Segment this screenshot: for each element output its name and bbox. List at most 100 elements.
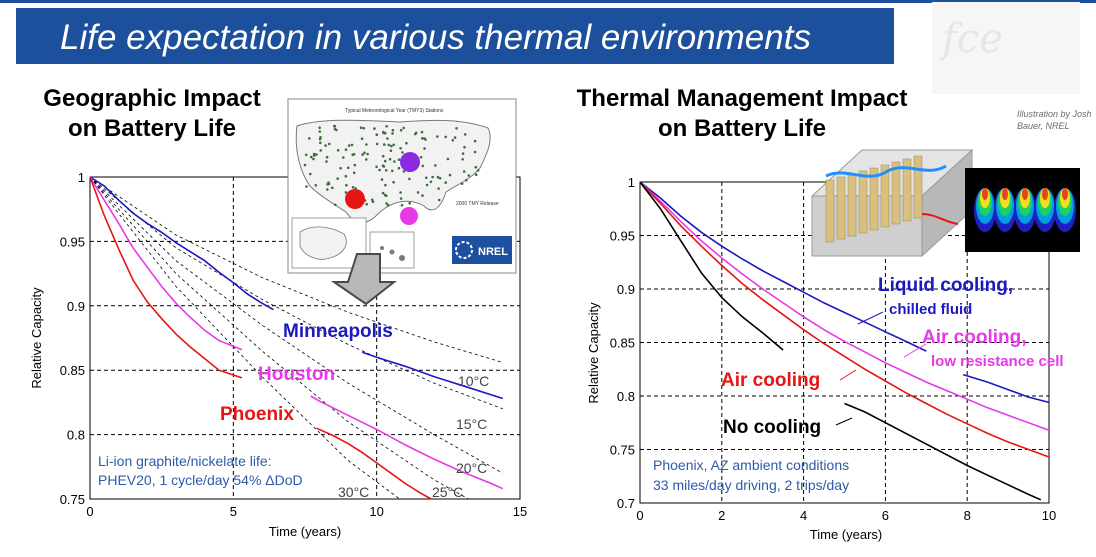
series-line bbox=[639, 181, 1050, 431]
thermal-blob bbox=[1022, 188, 1028, 200]
battery-cell bbox=[902, 158, 912, 222]
station-dot bbox=[334, 203, 337, 207]
liquid-cooling-sublabel: chilled fluid bbox=[889, 301, 972, 318]
station-dot bbox=[385, 202, 388, 205]
station-dot bbox=[391, 169, 394, 173]
station-dot bbox=[385, 125, 388, 128]
no-cooling-label: No cooling bbox=[723, 417, 821, 438]
station-dot bbox=[359, 126, 363, 129]
station-dot bbox=[455, 127, 458, 130]
left-notes-line2: PHEV20, 1 cycle/day 54% ΔDoD bbox=[98, 472, 303, 488]
left-isotherms bbox=[89, 176, 503, 500]
right-notes-line1: Phoenix, AZ ambient conditions bbox=[653, 457, 849, 473]
left-notes-line1: Li-ion graphite/nickelate life: bbox=[98, 453, 272, 469]
title-banner: Life expectation in various thermal envi… bbox=[16, 8, 894, 64]
station-dot bbox=[391, 132, 394, 135]
station-dot bbox=[370, 198, 374, 202]
y-tick-label: 0.85 bbox=[60, 363, 85, 378]
station-dot bbox=[390, 144, 393, 148]
credit-line2: Bauer, NREL bbox=[1017, 121, 1070, 131]
air-cooling-lowres-label: Air cooling, bbox=[922, 327, 1027, 348]
station-dot bbox=[366, 152, 369, 156]
isotherm-line bbox=[89, 176, 469, 500]
x-tick-label: 0 bbox=[636, 508, 643, 523]
station-dot bbox=[319, 141, 322, 145]
station-dot bbox=[336, 177, 340, 180]
station-dot bbox=[414, 132, 417, 136]
station-dot bbox=[397, 166, 401, 170]
station-dot bbox=[463, 145, 466, 149]
station-dot bbox=[420, 130, 424, 134]
station-dot bbox=[375, 133, 379, 136]
station-dot bbox=[399, 128, 403, 132]
station-dot bbox=[383, 159, 387, 163]
left-panel-title: Geographic Impact on Battery Life bbox=[18, 84, 286, 144]
hawaii-island bbox=[380, 246, 384, 250]
series-line bbox=[89, 176, 243, 351]
right-x-axis-label: Time (years) bbox=[810, 527, 882, 542]
isotherm-label: 20°C bbox=[456, 460, 487, 476]
battery-cell bbox=[825, 179, 835, 243]
station-dot bbox=[467, 174, 471, 177]
left-title-line1: Geographic Impact bbox=[43, 85, 261, 112]
station-dot bbox=[423, 147, 426, 150]
left-y-axis-label: Relative Capacity bbox=[29, 287, 44, 389]
station-dot bbox=[309, 172, 312, 176]
minneapolis-label: Minneapolis bbox=[283, 321, 393, 342]
station-dot bbox=[339, 166, 342, 170]
alaska-shape bbox=[299, 226, 347, 260]
hawaii-island bbox=[399, 255, 405, 261]
logo: fce bbox=[932, 2, 1080, 94]
station-dot bbox=[336, 149, 340, 152]
station-dot bbox=[473, 139, 477, 143]
series-line bbox=[639, 181, 927, 352]
no-cooling-leader bbox=[835, 417, 853, 426]
station-dot bbox=[438, 176, 442, 180]
station-dot bbox=[333, 127, 337, 131]
thermal-blobs bbox=[974, 188, 1076, 232]
battery-cell bbox=[869, 167, 879, 231]
station-dot bbox=[327, 181, 330, 184]
pack-cells bbox=[825, 155, 923, 243]
station-dot bbox=[353, 163, 357, 167]
isotherm-label: 10°C bbox=[458, 373, 489, 389]
air-cooling-lowres-sublabel: low resistance cell bbox=[931, 353, 1064, 370]
station-dot bbox=[434, 164, 437, 167]
station-dot bbox=[451, 139, 455, 142]
battery-cell bbox=[858, 170, 868, 234]
houston-marker bbox=[400, 207, 418, 225]
station-dot bbox=[344, 191, 348, 194]
station-dot bbox=[461, 158, 465, 161]
x-tick-label: 10 bbox=[1042, 508, 1056, 523]
station-dot bbox=[421, 194, 424, 197]
station-dot bbox=[444, 181, 448, 184]
station-dot bbox=[419, 156, 423, 159]
left-ticks: 0 5 10 15 0.75 0.8 0.85 0.9 0.95 1 bbox=[60, 170, 528, 519]
station-dot bbox=[465, 178, 468, 182]
station-dot bbox=[431, 175, 434, 179]
station-dot bbox=[318, 130, 322, 133]
y-tick-label: 0.75 bbox=[610, 443, 635, 458]
isotherm-label: 25°C bbox=[432, 484, 463, 500]
thermal-blob bbox=[1062, 188, 1068, 200]
series-line bbox=[316, 427, 432, 500]
battery-cell bbox=[847, 173, 857, 237]
series-line bbox=[310, 395, 504, 490]
station-dot bbox=[308, 137, 311, 140]
station-dot bbox=[463, 133, 467, 136]
station-dot bbox=[361, 153, 364, 156]
station-dot bbox=[388, 157, 392, 161]
y-tick-label: 1 bbox=[628, 175, 635, 190]
station-dot bbox=[399, 147, 402, 150]
series-line bbox=[89, 176, 274, 311]
station-dot bbox=[393, 160, 396, 163]
liquid-cooling-leader bbox=[857, 311, 884, 325]
left-x-axis-label: Time (years) bbox=[269, 524, 341, 539]
y-tick-label: 0.9 bbox=[617, 282, 635, 297]
right-series bbox=[639, 181, 1050, 501]
x-tick-label: 5 bbox=[230, 504, 237, 519]
station-dot bbox=[399, 197, 403, 200]
nrel-logo bbox=[452, 236, 512, 264]
station-dot bbox=[401, 151, 404, 154]
